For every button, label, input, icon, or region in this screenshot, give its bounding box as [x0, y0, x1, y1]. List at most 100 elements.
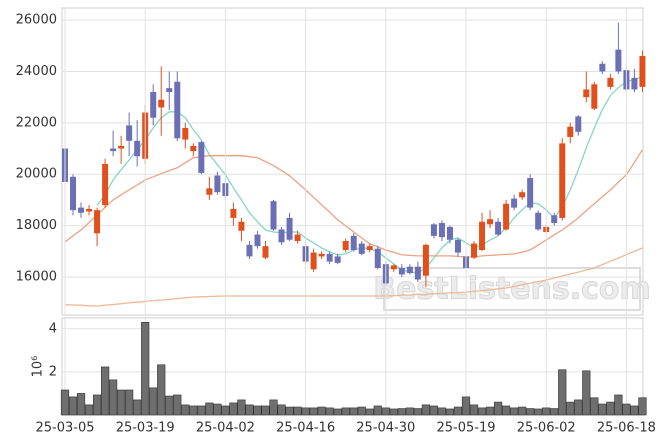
x-tick-label: 25-06-18	[597, 421, 656, 436]
volume-bar	[510, 407, 519, 416]
volume-bar	[582, 370, 591, 416]
volume-bar	[598, 403, 607, 416]
volume-bar	[606, 401, 615, 416]
volume-bar	[109, 379, 118, 416]
volume-bar	[614, 394, 623, 416]
candle-body	[206, 188, 213, 195]
volume-bar	[365, 408, 374, 416]
volume-bar	[421, 404, 431, 416]
y-tick-label: 18000	[16, 218, 57, 233]
volume-bar	[558, 369, 567, 416]
candle-body	[262, 246, 269, 258]
x-tick-label: 25-04-16	[276, 421, 335, 436]
candle-body	[286, 217, 293, 240]
volume-bar	[197, 405, 206, 416]
candle-body	[430, 224, 437, 236]
x-tick-label: 25-05-19	[436, 421, 495, 436]
y-tick-label: 4	[49, 321, 57, 336]
candle-body	[615, 49, 622, 72]
volume-bar	[229, 402, 238, 416]
candle-body	[110, 148, 117, 152]
volume-bar	[469, 404, 479, 416]
candle-body	[318, 253, 325, 257]
candle-body	[406, 266, 413, 274]
volume-bar	[493, 401, 503, 416]
candle-body	[254, 234, 261, 247]
volume-bar	[550, 408, 559, 416]
volume-bar	[389, 408, 398, 416]
candle-body	[487, 219, 494, 225]
volume-bar	[293, 406, 302, 416]
volume-bar	[181, 404, 190, 416]
candle-body	[374, 248, 381, 268]
candle-body	[158, 99, 165, 108]
candle-body	[134, 140, 141, 157]
candle-body	[174, 81, 181, 139]
candle-body	[94, 210, 101, 234]
candle-body	[102, 163, 109, 206]
y-tick-label: 26000	[16, 13, 57, 28]
volume-bar	[269, 399, 278, 416]
watermark: BestListens.com	[373, 272, 651, 307]
y-axis-label: 10⁶	[31, 356, 46, 378]
candle-body	[503, 203, 510, 230]
volume-bar	[117, 389, 126, 416]
volume-bar	[157, 364, 166, 416]
candle-body	[390, 265, 397, 270]
candle-body	[190, 145, 197, 152]
x-tick-label: 25-06-02	[517, 421, 576, 436]
candle-body	[591, 84, 598, 109]
candle-body	[230, 208, 237, 218]
volume-bar	[534, 408, 543, 416]
volume-bar	[285, 406, 294, 416]
volume-bar	[141, 322, 150, 416]
volume-bar	[373, 405, 382, 416]
candle-body	[479, 221, 486, 251]
volume-bar	[413, 408, 422, 416]
candle-body	[270, 201, 277, 230]
y-tick-label: 20000	[16, 167, 57, 182]
volume-bar	[349, 407, 358, 416]
volume-bar	[60, 389, 70, 416]
volume-bar	[566, 401, 575, 416]
candle-body	[631, 77, 638, 90]
x-tick-label: 25-03-19	[116, 421, 175, 436]
candle-body	[70, 176, 77, 211]
volume-bar	[68, 396, 78, 416]
volume-bar	[461, 396, 471, 416]
candle-body	[182, 127, 189, 140]
volume-bar	[542, 407, 551, 416]
candle-body	[575, 116, 582, 132]
candle-body	[310, 252, 317, 270]
volume-bar	[101, 366, 110, 416]
candle-body	[398, 267, 405, 275]
candle-body	[471, 243, 478, 258]
volume-bar	[622, 403, 631, 416]
volume-bar	[638, 397, 647, 416]
candle-body	[198, 142, 205, 173]
candle-body	[511, 198, 518, 208]
volume-bar	[189, 405, 198, 416]
volume-bar	[333, 408, 342, 416]
volume-bar	[317, 406, 326, 416]
y-tick-label: 16000	[16, 269, 57, 284]
candle-body	[607, 77, 614, 87]
volume-bar	[213, 403, 222, 416]
volume-bar	[526, 408, 535, 416]
volume-bar	[325, 407, 334, 416]
volume-bar	[253, 405, 262, 416]
volume-bar	[485, 406, 495, 416]
volume-bar	[277, 404, 286, 416]
volume-bar	[245, 404, 254, 416]
volume-bar	[261, 405, 270, 416]
volume-bar	[173, 394, 182, 416]
candle-body	[358, 243, 365, 254]
candle-body	[535, 212, 542, 230]
volume-bar	[445, 408, 455, 416]
candle-body	[126, 125, 133, 141]
volume-bar	[205, 402, 214, 416]
candle-body	[599, 63, 606, 72]
volume-bar	[357, 406, 366, 416]
volume-bar	[149, 387, 158, 416]
